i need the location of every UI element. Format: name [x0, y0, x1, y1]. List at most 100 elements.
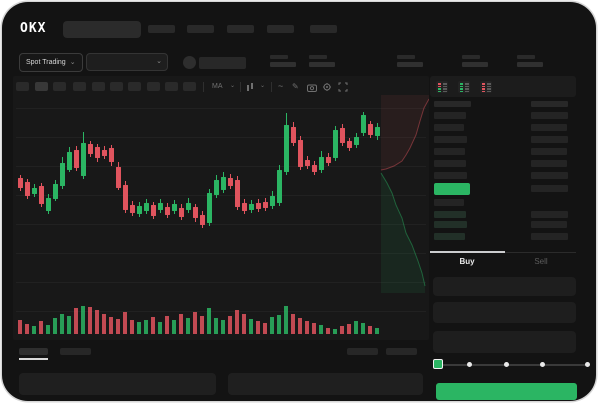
- candle-body: [18, 178, 23, 188]
- candle-body: [235, 180, 240, 207]
- pair-selector-dropdown[interactable]: ⌄: [86, 53, 168, 71]
- slider-stop-dot[interactable]: [504, 362, 509, 367]
- volume-bar: [200, 316, 204, 334]
- history-tab[interactable]: [60, 348, 91, 355]
- app-window: OKX Spot Trading ⌄ ⌄ MA ⌄ ⌄ ~ ✎: [2, 2, 596, 401]
- volume-bar: [88, 307, 92, 334]
- nav-item-placeholder[interactable]: [227, 25, 254, 33]
- timeframe-button[interactable]: [183, 82, 196, 91]
- total-input[interactable]: [433, 331, 576, 353]
- bid-row-price[interactable]: [434, 199, 464, 206]
- candle-body: [88, 144, 93, 154]
- camera-icon[interactable]: [307, 83, 317, 92]
- nav-item-placeholder[interactable]: [148, 25, 175, 33]
- bottom-action-placeholder[interactable]: [386, 348, 417, 355]
- candle-body: [53, 184, 58, 199]
- ask-row-price[interactable]: [434, 172, 467, 179]
- timeframe-button[interactable]: [110, 82, 123, 91]
- nav-item-placeholder[interactable]: [187, 25, 214, 33]
- icon-row-line: [442, 90, 447, 92]
- volume-bar: [130, 320, 134, 334]
- fullscreen-icon[interactable]: [338, 82, 348, 92]
- toolbar-divider: [203, 82, 204, 92]
- tab-buy[interactable]: Buy: [459, 257, 475, 266]
- pair-name-placeholder: [199, 57, 246, 69]
- bid-row-price[interactable]: [434, 221, 467, 228]
- ask-row-price[interactable]: [434, 136, 467, 143]
- candle-body: [158, 203, 163, 210]
- tab-sell[interactable]: Sell: [534, 257, 548, 266]
- price-input[interactable]: [433, 277, 576, 296]
- volume-bar: [25, 324, 29, 334]
- volume-bar: [249, 319, 253, 334]
- ask-row-amount: [531, 148, 567, 155]
- chevron-down-icon[interactable]: ⌄: [230, 83, 236, 89]
- timeframe-button[interactable]: [128, 82, 141, 91]
- volume-bar: [312, 323, 316, 334]
- amount-slider-track[interactable]: [438, 364, 587, 366]
- icon-row-color: [460, 90, 463, 92]
- indicator-dropdown[interactable]: MA: [212, 83, 223, 90]
- gridline: [16, 282, 426, 283]
- bid-row-price[interactable]: [434, 211, 466, 218]
- volume-bar: [18, 320, 22, 334]
- icon-row-color: [482, 90, 485, 92]
- timeframe-button[interactable]: [73, 82, 86, 91]
- orderbook-toolbar: [430, 76, 576, 97]
- timeframe-button[interactable]: [92, 82, 105, 91]
- chevron-down-icon[interactable]: ⌄: [260, 83, 266, 89]
- volume-bars: [2, 2, 596, 401]
- bottom-action-placeholder[interactable]: [347, 348, 378, 355]
- nav-item-placeholder[interactable]: [267, 25, 294, 33]
- last-price-badge[interactable]: [434, 183, 470, 195]
- gridline: [16, 195, 426, 196]
- volume-bar: [256, 321, 260, 334]
- volume-bar: [151, 317, 155, 334]
- slider-stop-dot[interactable]: [467, 362, 472, 367]
- timeframe-button[interactable]: [53, 82, 66, 91]
- ask-row-price[interactable]: [434, 148, 465, 155]
- gridline: [16, 224, 426, 225]
- icon-row-line: [464, 90, 469, 92]
- book-both-icon[interactable]: [436, 81, 448, 93]
- amount-input[interactable]: [433, 302, 576, 323]
- timeframe-button-active[interactable]: [35, 82, 48, 91]
- bid-row-amount: [531, 221, 567, 228]
- slider-handle[interactable]: [433, 359, 443, 369]
- slider-stop-dot[interactable]: [585, 362, 590, 367]
- nav-item-placeholder[interactable]: [310, 25, 337, 33]
- candle-body: [375, 127, 380, 136]
- line-chart-icon[interactable]: ~: [278, 81, 284, 91]
- book-asks-icon[interactable]: [480, 81, 492, 93]
- candle-body: [326, 157, 331, 163]
- ask-row-price[interactable]: [434, 160, 466, 167]
- spot-trading-dropdown[interactable]: Spot Trading ⌄: [19, 53, 83, 72]
- chart-panel: [13, 76, 429, 340]
- ask-row-price[interactable]: [434, 124, 464, 131]
- candle-body: [312, 165, 317, 172]
- timeframe-button[interactable]: [16, 82, 29, 91]
- icon-row-color: [438, 83, 441, 85]
- bid-row-amount: [531, 233, 568, 240]
- volume-bar: [340, 326, 344, 334]
- icon-row-line: [486, 90, 491, 92]
- gear-icon[interactable]: [322, 82, 332, 92]
- toolbar-divider: [240, 82, 241, 92]
- timeframe-button[interactable]: [147, 82, 160, 91]
- candle-body: [291, 127, 296, 143]
- candlestick-chart[interactable]: [2, 2, 596, 401]
- search-input[interactable]: [63, 21, 141, 38]
- timeframe-button[interactable]: [165, 82, 178, 91]
- candle-body: [123, 185, 128, 210]
- orders-tab-active[interactable]: [19, 348, 48, 355]
- ask-row-price[interactable]: [434, 112, 466, 119]
- buy-button[interactable]: [436, 383, 577, 400]
- ask-row-amount: [531, 160, 567, 167]
- candle-body: [32, 188, 37, 194]
- bid-row-price[interactable]: [434, 233, 465, 240]
- book-bids-icon[interactable]: [458, 81, 470, 93]
- candle-body: [67, 152, 72, 170]
- pencil-icon[interactable]: ✎: [292, 82, 299, 91]
- slider-stop-dot[interactable]: [540, 362, 545, 367]
- candle-body: [137, 206, 142, 214]
